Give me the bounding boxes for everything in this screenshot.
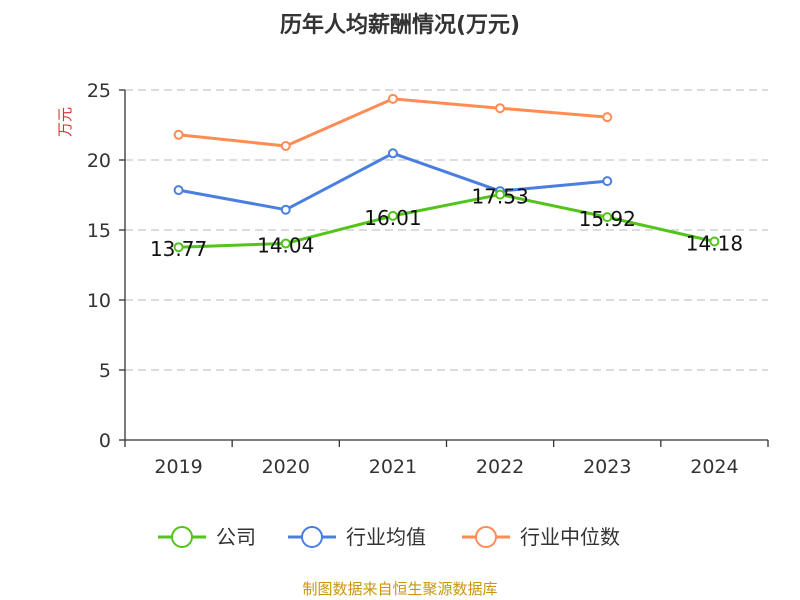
x-tick-label: 2022 [476,456,524,478]
data-point [602,176,613,187]
series-line-1 [178,151,608,212]
data-point [495,189,506,200]
data-point [173,185,184,196]
x-tick-label: 2024 [690,456,738,478]
data-label: 17.53 [471,185,528,209]
data-point [387,93,398,104]
y-tick-label: 10 [87,290,111,312]
y-tick-label: 0 [99,430,111,452]
legend-label: 公司 [216,525,256,549]
legend-item: 公司 [158,525,256,549]
data-label: 15.92 [579,207,636,231]
legend-item: 行业均值 [288,525,426,549]
y-axis-label: 万元 [56,107,74,137]
y-tick-label: 15 [87,220,111,242]
legend-marker [171,526,193,548]
y-tick-label: 20 [87,150,111,172]
legend-marker [475,526,497,548]
y-tick-label: 5 [99,360,111,382]
series-line-0 [178,193,715,249]
data-label: 14.18 [686,231,743,255]
data-label: 13.77 [150,237,207,261]
data-point [387,210,398,221]
data-point [602,212,613,223]
y-tick-label: 25 [87,80,111,102]
series-line-2 [178,97,608,148]
x-tick-label: 2020 [262,456,310,478]
x-tick-label: 2023 [583,456,631,478]
data-point [280,204,291,215]
data-point [387,148,398,159]
x-tick-label: 2021 [369,456,417,478]
data-point [495,103,506,114]
data-point [173,129,184,140]
data-point [280,238,291,249]
source-note: 制图数据来自恒生聚源数据库 [302,580,497,598]
data-point [173,242,184,253]
data-point [602,112,613,123]
data-label: 14.04 [257,233,314,257]
data-point [280,141,291,151]
chart-title: 历年人均薪酬情况(万元) [280,12,520,38]
data-point [709,236,720,247]
legend-label: 行业均值 [346,525,426,549]
data-label: 16.01 [364,206,421,230]
legend-marker [301,526,323,548]
legend-item: 行业中位数 [462,525,620,549]
legend-label: 行业中位数 [520,525,620,549]
x-tick-label: 2019 [154,456,202,478]
